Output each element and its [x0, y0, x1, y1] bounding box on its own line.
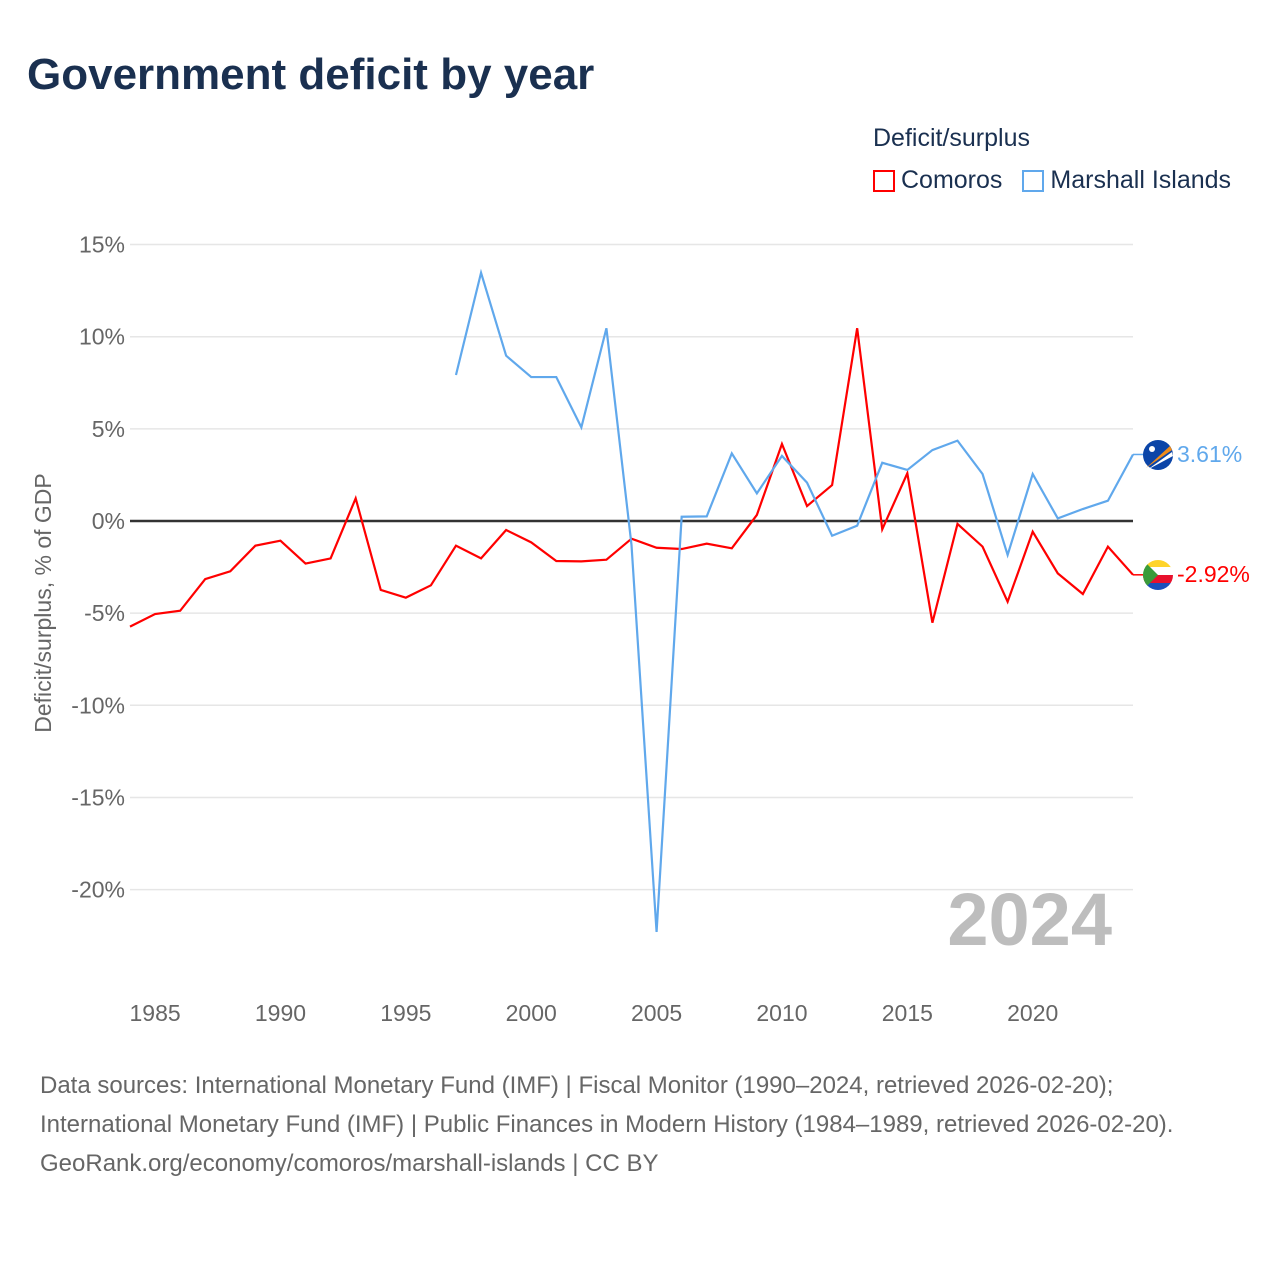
- x-tick-label: 1985: [129, 1000, 180, 1026]
- x-tick-label: 2020: [1007, 1000, 1058, 1026]
- flag-comoros-icon: [1143, 560, 1173, 590]
- x-tick-label: 2005: [631, 1000, 682, 1026]
- y-tick-label: -15%: [71, 784, 125, 810]
- y-axis-label: Deficit/surplus, % of GDP: [30, 473, 56, 732]
- attribution-link[interactable]: GeoRank.org/economy/comoros/marshall-isl…: [40, 1150, 659, 1177]
- x-tick-label: 2000: [506, 1000, 557, 1026]
- legend-label-marshall-islands: Marshall Islands: [1050, 166, 1232, 194]
- legend: Comoros Marshall Islands: [873, 166, 1231, 195]
- y-tick-label: 0%: [92, 508, 125, 534]
- y-tick-label: -5%: [84, 600, 125, 626]
- legend-swatch-comoros: [873, 169, 895, 192]
- series-line-marshall-islands[interactable]: [454, 268, 1134, 933]
- x-tick-label: 1995: [380, 1000, 431, 1026]
- flag-marshall-islands-icon: [1143, 440, 1173, 470]
- legend-item-comoros[interactable]: Comoros: [873, 166, 1002, 195]
- x-tick-label: 2015: [882, 1000, 933, 1026]
- legend-item-marshall-islands[interactable]: Marshall Islands: [1022, 166, 1231, 195]
- end-label-marshall-islands: 3.61%: [1177, 441, 1242, 467]
- year-watermark: 2024: [947, 878, 1112, 961]
- legend-label-comoros: Comoros: [901, 166, 1003, 194]
- y-tick-label: 5%: [92, 416, 125, 442]
- sources: Data sources: International Monetary Fun…: [40, 1066, 1240, 1183]
- x-tick-label: 1990: [255, 1000, 306, 1026]
- x-tick-label: 2010: [756, 1000, 807, 1026]
- y-tick-label: -10%: [71, 692, 125, 718]
- y-tick-label: 15%: [79, 232, 125, 258]
- legend-swatch-marshall-islands: [1022, 169, 1045, 192]
- y-tick-label: -20%: [71, 877, 125, 903]
- legend-title: Deficit/surplus: [873, 124, 1030, 152]
- end-label-comoros: -2.92%: [1177, 561, 1250, 587]
- y-tick-label: 10%: [79, 324, 125, 350]
- data-sources-text: Data sources: International Monetary Fun…: [40, 1072, 1174, 1138]
- chart-title: Government deficit by year: [27, 50, 595, 99]
